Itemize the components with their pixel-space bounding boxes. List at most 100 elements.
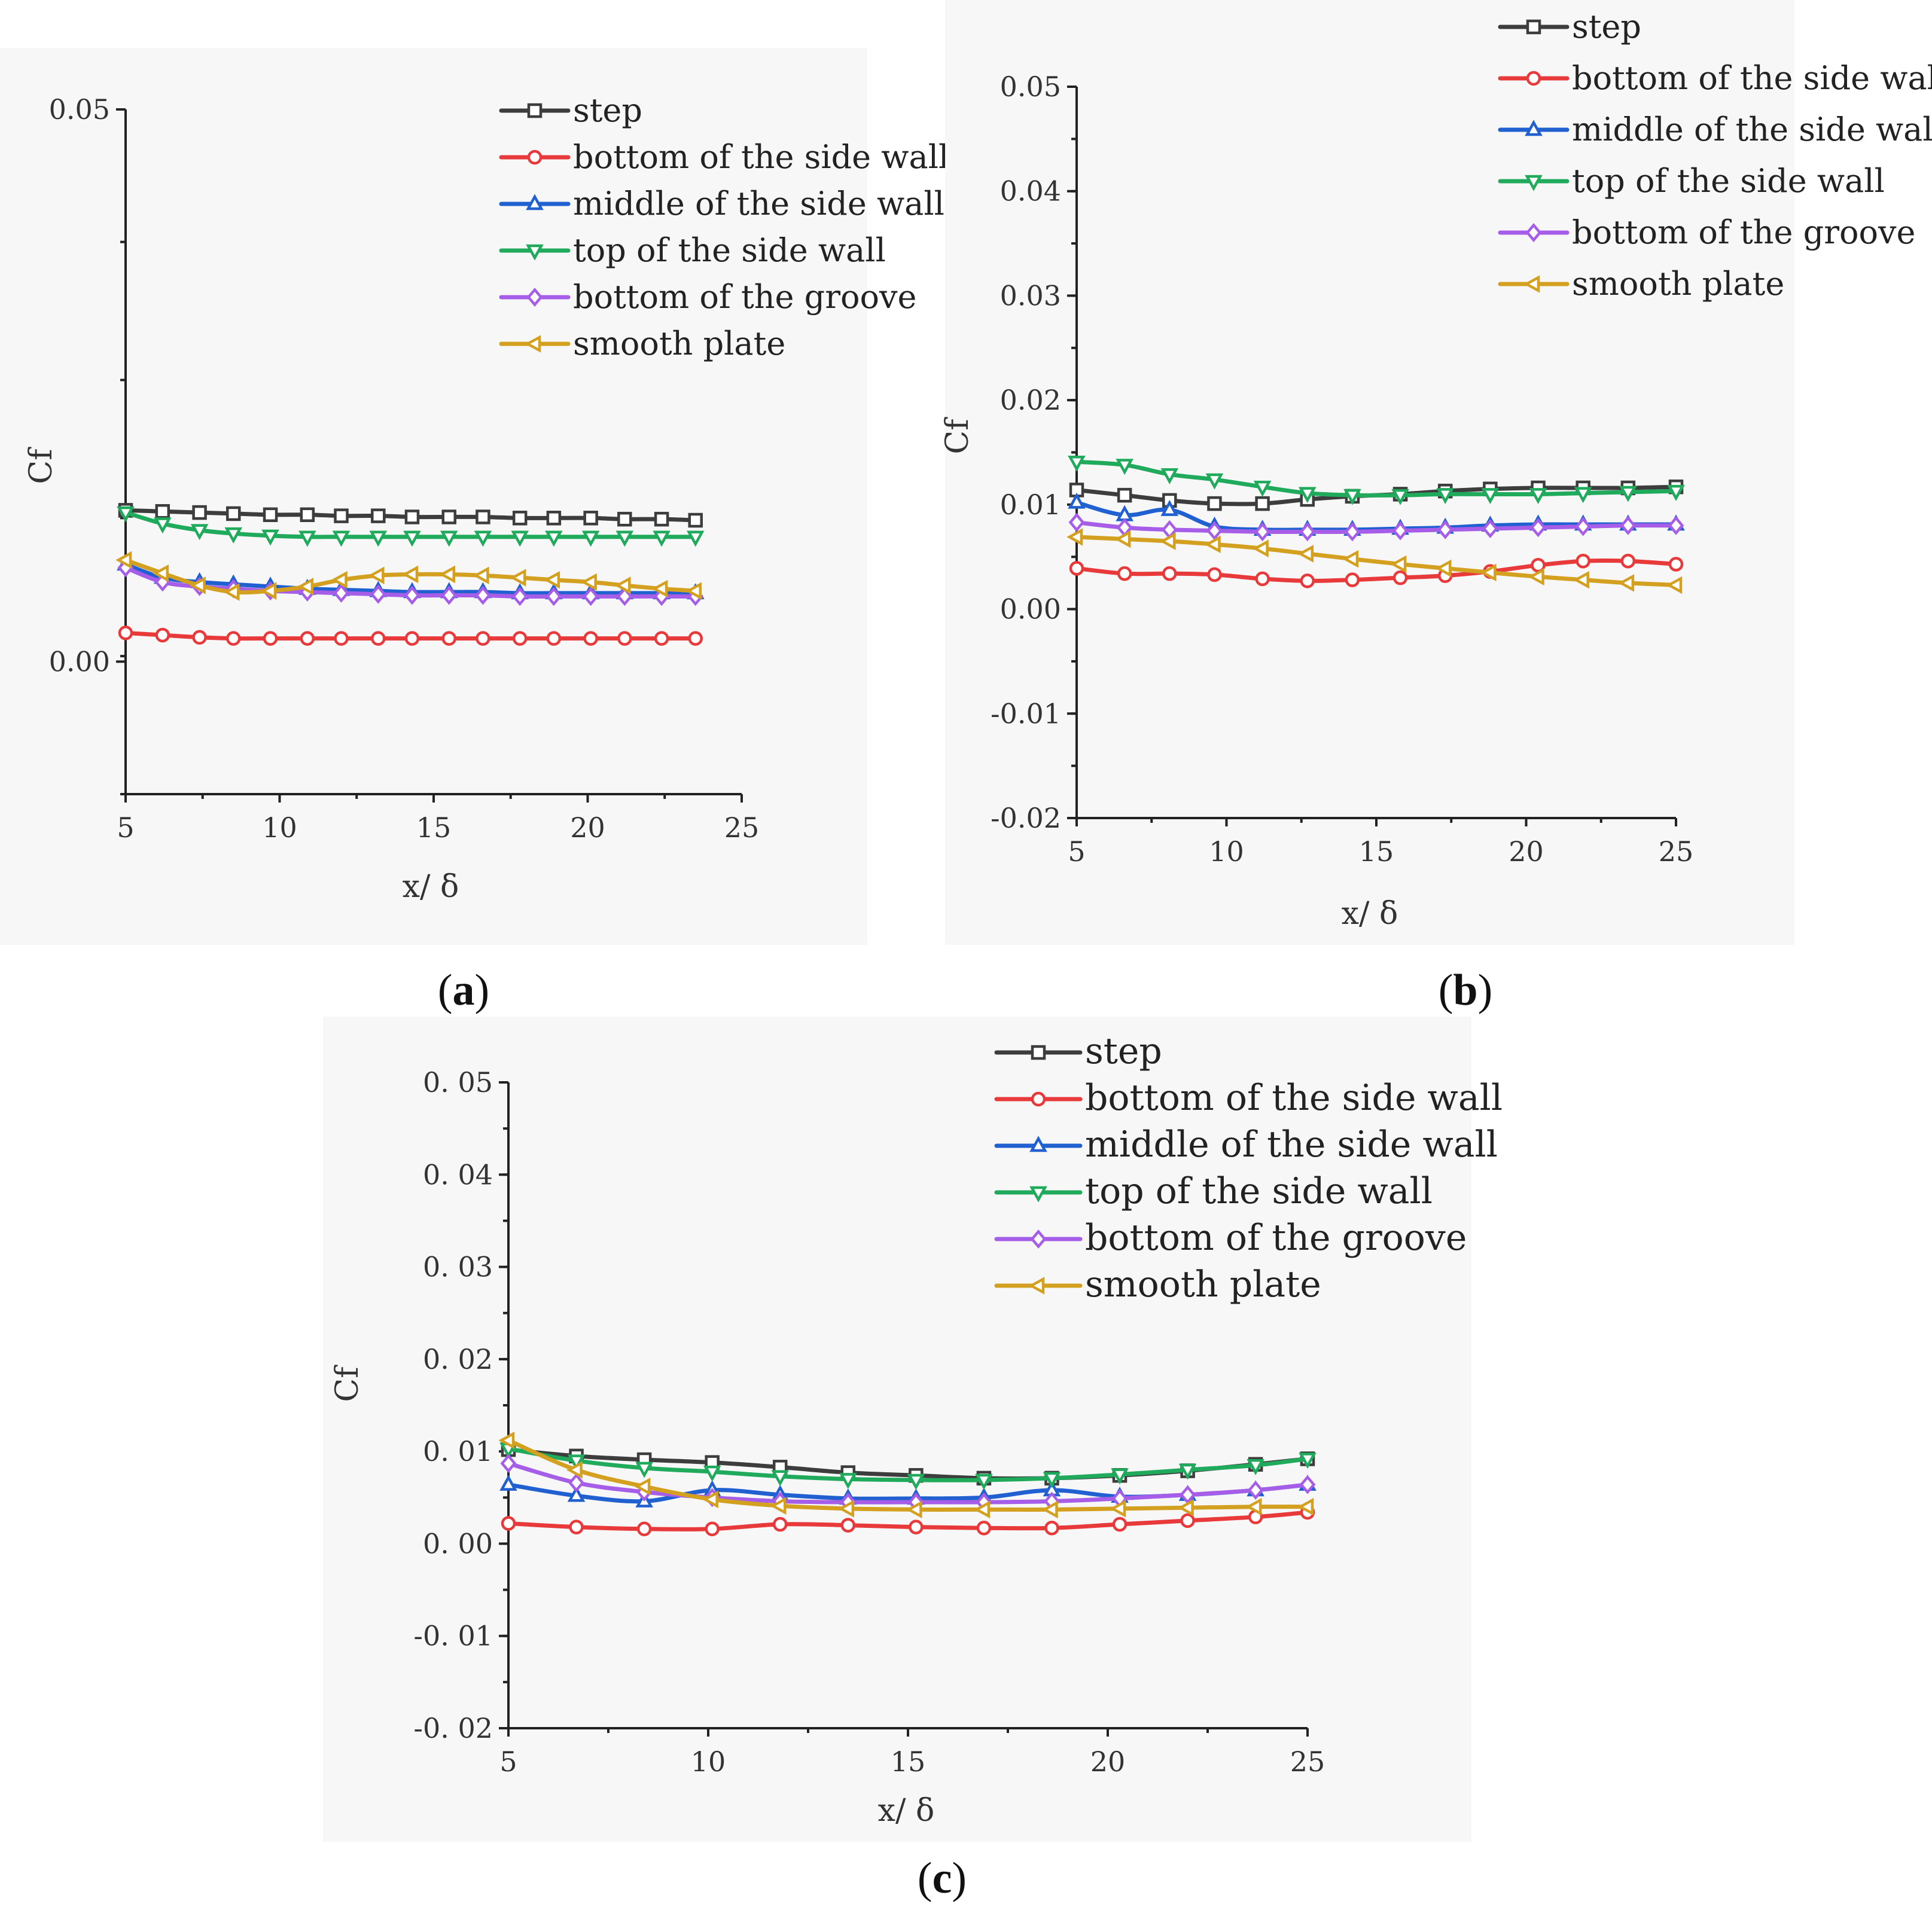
panel-a-data-point [297, 578, 314, 596]
panel-c-legend-marker [1029, 1136, 1047, 1152]
panel-a-legend-marker [527, 149, 543, 165]
panel-b-legend-marker [1526, 71, 1541, 86]
panel-a-data-point [190, 524, 209, 541]
panel-b-series-5 [1066, 528, 1683, 594]
panel-c-y-tick-label: -0. 01 [413, 1620, 493, 1652]
panel-b-data-point [1117, 566, 1132, 581]
panel-b-legend-item: step [1498, 8, 1641, 45]
panel-c-legend: step bottom of the side wall middle of the… [994, 1030, 1503, 1305]
panel-a-data-point [583, 587, 599, 606]
panel-a-data-point [263, 631, 278, 646]
panel-c-data-point [1245, 1497, 1262, 1516]
panel-b-data-point [1435, 559, 1452, 578]
panel-label-a-close: ) [475, 966, 490, 1015]
panel-a: 5 10 15 20 25 0.05 0.00 step bottom of the side… [0, 48, 949, 945]
panel-b-data-point [1391, 489, 1409, 505]
panel-a-data-point [581, 530, 600, 547]
panel-b-data-point [1116, 459, 1133, 475]
panel-c-series-5 [498, 1431, 1314, 1519]
panel-c-x-tick-label: 10 [691, 1746, 726, 1778]
panel-b-legend-label: middle of the side wall [1572, 111, 1932, 148]
panel-a-legend-item: top of the side wall [499, 231, 886, 269]
panel-b-legend-marker [1523, 275, 1540, 293]
panel-b-data-point [1345, 572, 1360, 587]
panel-b-data-point [1574, 487, 1592, 504]
panel-a-data-point [334, 631, 349, 646]
panel-a-data-point [332, 530, 351, 547]
panel-a-data-point [614, 576, 631, 594]
panel-a-data-point [371, 508, 386, 523]
panel-c-data-point [1043, 1472, 1061, 1488]
panel-b-data-point [1298, 487, 1317, 504]
panel-b-data-point [1300, 573, 1315, 588]
panel-a-series-5 [115, 551, 702, 601]
panel-b-data-point [1068, 512, 1085, 532]
panel-c-y-tick-label: 0. 02 [423, 1343, 493, 1375]
panel-c-data-point [1247, 1480, 1264, 1500]
panel-b-data-point [1069, 561, 1084, 576]
panel-c-y-tick-label: -0. 02 [413, 1712, 493, 1744]
panel-c-data-point [771, 1470, 790, 1487]
panel-b-legend-label: bottom of the side wall [1572, 59, 1932, 97]
panel-label-c: (c) [918, 1854, 967, 1903]
panel-a-x-tick-label: 25 [724, 811, 760, 844]
panel-a-data-point [334, 508, 349, 523]
panel-a-data-point [226, 506, 241, 521]
panel-a-data-point [115, 551, 132, 569]
panel-a-data-point [441, 585, 458, 605]
panel-a-data-point [476, 631, 490, 646]
panel-a-data-point [653, 530, 671, 547]
panel-c-y-tick-label: 0. 05 [423, 1066, 493, 1099]
panel-c: 5 10 15 20 25 0. 05 0. 04 0. 03 0. 02 0. 01 0. 00 -… [323, 1017, 1503, 1842]
panel-b-data-point [1482, 519, 1498, 539]
panel-c-data-point [1299, 1475, 1316, 1494]
panel-c-y-label: Cf [330, 1365, 365, 1402]
panel-b-legend-marker [1526, 19, 1541, 35]
panel-a-data-point [403, 530, 421, 547]
panel-c-data-point [500, 1454, 517, 1473]
panel-b-data-point [1437, 520, 1453, 539]
panel-c-x-tick-label: 20 [1090, 1746, 1126, 1778]
panel-c-data-point [702, 1490, 718, 1509]
panel-a-data-point [333, 583, 349, 603]
panel-a-data-point [583, 511, 598, 526]
panel-c-legend-item: smooth plate [994, 1264, 1321, 1305]
panel-b-data-point [1255, 571, 1270, 587]
panel-a-legend-item: bottom of the side wall [499, 138, 949, 176]
panel-b-series-3 [1068, 455, 1685, 505]
panel-b-x-tick-label: 10 [1209, 835, 1244, 868]
panel-c-data-point [566, 1461, 583, 1479]
panel-b-legend-item: top of the side wall [1498, 162, 1885, 200]
panel-b-data-point [1668, 515, 1684, 535]
panel-label-b-letter: b [1453, 966, 1477, 1015]
panel-b: 5 10 15 20 25 0.05 0.04 0.03 0.02 0.01 0.00 -0.01 -0… [940, 0, 1932, 945]
panel-a-series [115, 503, 705, 646]
panel-c-x-tick-label: 25 [1290, 1746, 1325, 1778]
panel-c-data-point [1180, 1513, 1195, 1528]
panel-b-y-tick-label: -0.01 [991, 697, 1061, 730]
panel-b-data-point [1390, 555, 1407, 573]
panel-c-series [498, 1431, 1317, 1536]
panel-c-y-tick-label: 0. 04 [423, 1158, 493, 1191]
panel-a-legend-item: smooth plate [499, 325, 785, 362]
panel-c-data-point [567, 1485, 586, 1502]
panel-a-data-point [300, 507, 315, 523]
panel-b-data-point [1299, 522, 1316, 542]
panel-b-y-tick-label: 0.05 [1000, 71, 1061, 103]
panel-b-data-point [1668, 557, 1684, 572]
panel-a-data-point [617, 511, 632, 527]
panel-a-series-0 [118, 503, 703, 528]
panel-a-data-point [546, 631, 562, 646]
panel-a-data-point [117, 506, 135, 523]
panel-a-data-point [546, 511, 562, 526]
panel-b-data-point [1162, 566, 1177, 581]
panel-b-legend-item: bottom of the groove [1498, 213, 1916, 251]
panel-c-data-point [840, 1518, 856, 1533]
panel-c-data-point [568, 1473, 584, 1493]
panel-c-legend-marker [1031, 1091, 1046, 1107]
panel-b-legend-label: top of the side wall [1572, 162, 1885, 200]
panel-c-legend-label: step [1085, 1030, 1162, 1072]
panel-b-data-point [1573, 570, 1589, 589]
panel-c-data-point [1299, 1453, 1317, 1469]
